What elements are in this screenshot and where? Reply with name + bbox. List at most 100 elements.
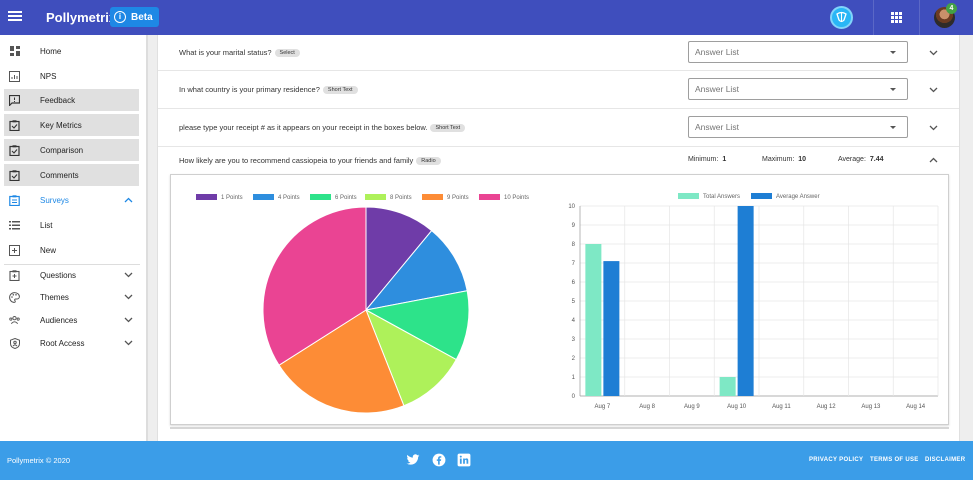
expand-chevron-down-icon[interactable] — [929, 87, 938, 93]
bar-y-tick-label: 0 — [572, 394, 576, 400]
pie-legend-swatch — [422, 194, 443, 200]
bar-y-tick-label: 2 — [572, 356, 576, 362]
question-text: In what country is your primary residenc… — [179, 85, 358, 94]
answer-list-select[interactable]: Answer List — [688, 116, 908, 138]
bar-average-answer — [737, 206, 754, 396]
bar-y-tick-label: 6 — [572, 280, 576, 286]
sidebar-item-themes[interactable]: Themes — [0, 286, 146, 308]
facebook-icon[interactable] — [432, 453, 446, 467]
linkedin-icon[interactable] — [457, 453, 471, 467]
pie-legend-swatch — [310, 194, 331, 200]
pie-slice — [364, 290, 470, 361]
beta-badge[interactable]: i Beta — [110, 7, 159, 27]
bar-total-answers — [719, 377, 736, 396]
chevron-down-icon[interactable] — [124, 340, 133, 346]
chevron-down-icon[interactable] — [124, 317, 133, 323]
chevron-down-icon[interactable] — [124, 294, 133, 300]
bar-legend-label: Total Answers — [703, 194, 740, 200]
answer-list-select[interactable]: Answer List — [688, 78, 908, 100]
question-row-expanded: How likely are you to recommend cassiope… — [158, 147, 959, 173]
bar-y-tick-label: 4 — [572, 318, 576, 324]
apps-grid-icon[interactable] — [891, 12, 902, 23]
pie-slice — [364, 229, 468, 311]
nps-chart-icon — [9, 70, 20, 82]
shield-icon — [9, 337, 20, 349]
question-type-chip: Short Text — [430, 123, 466, 132]
sidebar-item-label: New — [40, 245, 57, 255]
sidebar-item-key-metrics[interactable]: Key Metrics — [4, 114, 139, 136]
bar-total-answers — [585, 244, 602, 396]
pie-chart: 1 Points 4 Points 6 Points 8 Points 9 Points… — [196, 193, 939, 414]
select-placeholder: Answer List — [695, 122, 739, 132]
collapse-chevron-up-icon[interactable] — [929, 157, 938, 163]
question-row: In what country is your primary residenc… — [158, 71, 959, 109]
bar-legend-swatch — [678, 193, 699, 199]
dropdown-caret-icon — [890, 88, 896, 91]
bar-y-tick-label: 10 — [568, 204, 575, 210]
sidebar-item-root-access[interactable]: Root Access — [0, 332, 146, 354]
question-clipboard-icon — [9, 269, 20, 281]
pie-legend-label: 9 Points — [447, 195, 469, 201]
bar-x-tick-label: Aug 9 — [684, 404, 700, 410]
bar-x-tick-label: Aug 11 — [772, 404, 791, 410]
privacy-policy-link[interactable]: PRIVACY POLICY — [809, 457, 864, 463]
hamburger-menu-icon[interactable] — [8, 9, 22, 25]
add-box-icon — [9, 244, 20, 256]
palette-icon — [9, 291, 20, 303]
top-app-bar: Pollymetrix i Beta 4 — [0, 0, 973, 35]
beta-label: Beta — [131, 11, 153, 23]
sidebar-divider — [4, 264, 140, 265]
pie-slice — [262, 206, 367, 366]
bar-average-answer — [603, 261, 620, 396]
sidebar-item-label: Comments — [40, 170, 79, 180]
disclaimer-link[interactable]: DISCLAIMER — [925, 457, 966, 463]
sidebar-item-home[interactable]: Home — [0, 40, 146, 62]
sidebar-item-comments[interactable]: Comments — [4, 164, 139, 186]
feedback-icon — [9, 94, 20, 106]
chevron-down-icon[interactable] — [124, 272, 133, 278]
brand-name[interactable]: Pollymetrix — [46, 10, 117, 25]
bar-y-tick-label: 8 — [572, 242, 576, 248]
twitter-icon[interactable] — [406, 453, 420, 467]
sidebar-item-label: Surveys — [40, 195, 69, 205]
answer-list-select[interactable]: Answer List — [688, 41, 908, 63]
pie-slice — [365, 206, 433, 312]
sidebar-item-list[interactable]: List — [0, 214, 146, 236]
clipboard-check-icon — [9, 169, 20, 181]
question-type-chip: Radio — [416, 156, 441, 165]
sidebar-item-feedback[interactable]: Feedback — [4, 89, 139, 111]
sidebar-item-nps[interactable]: NPS — [0, 65, 146, 87]
pie-legend-label: 1 Points — [221, 195, 243, 201]
bar-x-tick-label: Aug 14 — [906, 404, 926, 410]
sidebar-item-label: Comparison — [40, 145, 84, 155]
pie-slice — [365, 308, 457, 407]
expand-chevron-down-icon[interactable] — [929, 50, 938, 56]
bar-legend-swatch — [751, 193, 772, 199]
expand-chevron-down-icon[interactable] — [929, 125, 938, 131]
bar-y-tick-label: 1 — [572, 375, 576, 381]
sidebar-item-questions[interactable]: Questions — [0, 264, 146, 286]
clipboard-check-icon — [9, 119, 20, 131]
sidebar-item-label: Root Access — [40, 338, 85, 348]
sidebar-item-surveys[interactable]: Surveys — [0, 189, 146, 211]
chevron-up-icon[interactable] — [124, 197, 133, 203]
pollymetrix-logo-icon[interactable] — [830, 6, 853, 29]
sidebar-item-label: Feedback — [40, 95, 76, 105]
pie-legend-label: 10 Points — [504, 195, 529, 201]
questions-panel: What is your marital status? Select Answ… — [157, 35, 960, 441]
sidebar-edge — [146, 35, 148, 441]
sidebar-item-new[interactable]: New — [0, 239, 146, 261]
question-text: What is your marital status? Select — [179, 48, 300, 57]
bar-x-tick-label: Aug 8 — [639, 404, 655, 410]
info-icon: i — [114, 11, 126, 23]
terms-of-use-link[interactable]: TERMS OF USE — [870, 457, 919, 463]
panel-bottom-edge — [170, 427, 949, 429]
pie-legend-swatch — [479, 194, 500, 200]
sidebar-item-comparison[interactable]: Comparison — [4, 139, 139, 161]
sidebar-item-label: Questions — [40, 270, 77, 280]
sidebar-item-label: Home — [40, 46, 62, 56]
sidebar-item-label: Themes — [40, 292, 69, 302]
sidebar-item-audiences[interactable]: Audiences — [0, 309, 146, 331]
question-row: please type your receipt # as it appears… — [158, 109, 959, 147]
pie-legend-swatch — [365, 194, 386, 200]
